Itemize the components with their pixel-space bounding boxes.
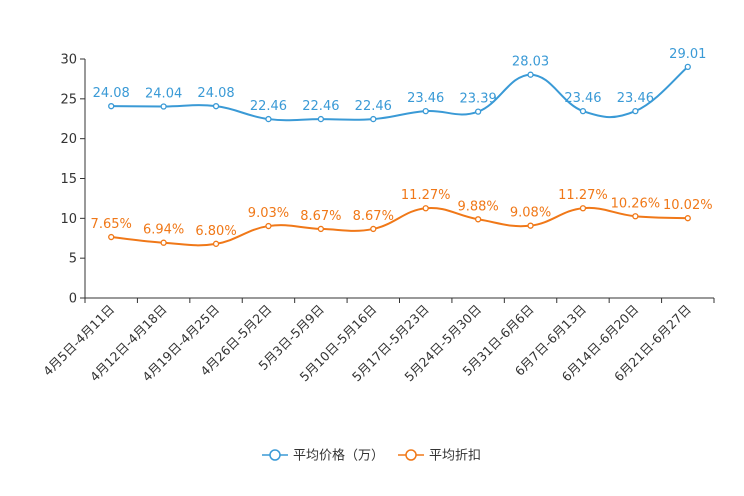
data-label: 22.46 [250,99,287,114]
data-label: 9.08% [510,206,551,221]
legend-swatch-marker [269,449,281,461]
legend-swatch-marker [405,449,417,461]
data-label: 11.27% [401,188,451,203]
y-tick-label: 5 [69,252,77,267]
data-labels: 24.08 24.04 24.08 22.46 22.46 22.46 23.46 23.39… [91,47,713,239]
data-point[interactable] [370,225,377,233]
y-tick-label: 20 [60,132,77,147]
data-label: 6.80% [195,224,236,239]
data-label: 11.27% [558,188,608,203]
series-layer [108,63,691,247]
data-point[interactable] [370,115,377,123]
data-point[interactable] [317,115,325,123]
data-point[interactable] [474,216,482,223]
data-label: 29.01 [669,47,706,62]
data-point[interactable] [317,225,325,233]
y-tick-label: 25 [60,92,77,107]
y-tick-label: 0 [69,292,77,307]
data-label: 8.67% [300,209,341,224]
y-tick-label: 15 [60,172,77,187]
data-point[interactable] [527,71,534,78]
data-point[interactable] [160,239,167,246]
data-label: 7.65% [91,217,132,232]
data-label: 22.46 [355,99,392,114]
data-point[interactable] [265,115,272,123]
data-label: 9.88% [457,199,498,214]
data-point[interactable] [579,107,587,115]
y-tick-label: 30 [60,53,77,68]
data-label: 8.67% [353,209,394,224]
legend-item-1[interactable]: 平均价格（万） [262,448,384,464]
data-label: 22.46 [302,99,339,114]
series-line-2 [111,206,688,247]
data-label: 23.46 [617,91,654,106]
data-point[interactable] [632,213,639,220]
data-label: 10.02% [663,198,713,213]
y-tick-label: 10 [60,212,77,227]
legend-label: 平均价格（万） [293,448,384,464]
data-point[interactable] [527,222,534,229]
data-label: 24.04 [145,86,182,101]
data-point[interactable] [212,240,220,247]
data-label: 24.08 [93,86,130,101]
data-point[interactable] [108,103,115,110]
data-label: 28.03 [512,55,549,70]
data-label: 10.26% [611,196,661,211]
legend-item-2[interactable]: 平均折扣 [398,449,481,464]
data-label: 24.08 [197,86,234,101]
data-point[interactable] [160,103,167,110]
data-label: 6.94% [143,223,184,238]
legend-label: 平均折扣 [429,449,481,464]
data-label: 23.46 [407,91,444,106]
data-point[interactable] [265,222,272,230]
data-point[interactable] [212,103,220,110]
data-point[interactable] [474,108,482,115]
data-point[interactable] [684,63,691,71]
data-label: 23.46 [564,91,601,106]
data-point[interactable] [422,107,429,115]
data-point[interactable] [632,107,639,115]
data-label: 23.39 [460,92,497,107]
data-point[interactable] [684,215,691,222]
data-point[interactable] [108,233,115,241]
data-point[interactable] [422,205,429,212]
data-label: 9.03% [248,206,289,221]
legend[interactable]: 平均价格（万） 平均折扣 [262,448,481,464]
data-point[interactable] [579,205,587,212]
